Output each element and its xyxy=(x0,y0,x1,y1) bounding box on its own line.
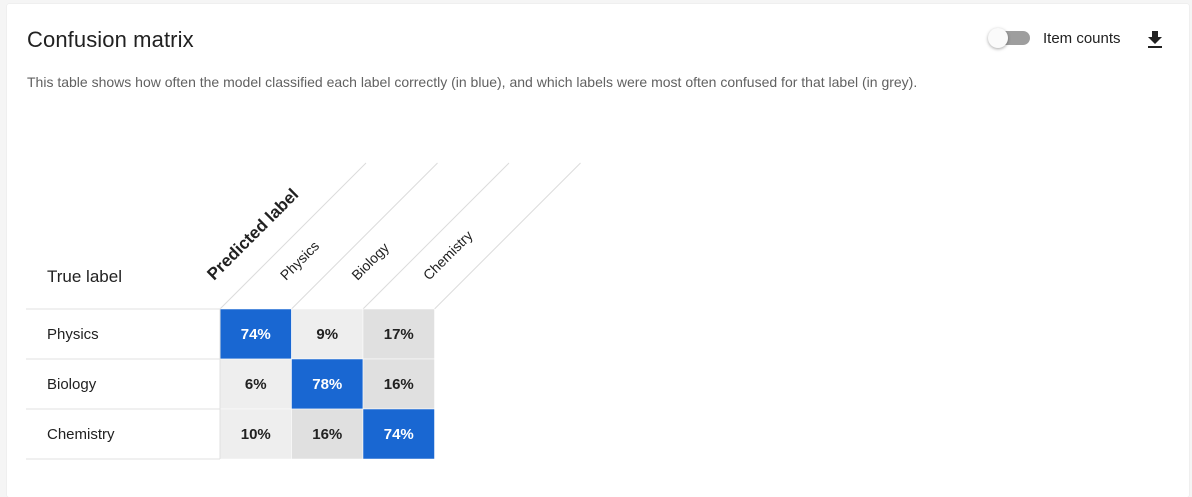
header-diagonal-line xyxy=(219,162,367,310)
row-label: Chemistry xyxy=(47,426,115,443)
row-label: Physics xyxy=(47,326,99,343)
matrix-cell-value: 17% xyxy=(384,326,414,343)
toggle-knob xyxy=(988,28,1008,48)
item-counts-toggle[interactable] xyxy=(988,26,1034,50)
row-label: Biology xyxy=(47,376,97,393)
matrix-cell xyxy=(219,358,292,410)
header-diagonal-line xyxy=(362,162,510,310)
matrix-cell-value: 16% xyxy=(384,376,414,393)
matrix-cell-value: 16% xyxy=(312,426,342,443)
matrix-cell-value: 9% xyxy=(316,326,338,343)
matrix-cell-value: 78% xyxy=(312,376,342,393)
matrix-cell-value: 74% xyxy=(384,426,414,443)
card-description: This table shows how often the model cla… xyxy=(27,74,918,90)
item-counts-label: Item counts xyxy=(1043,30,1121,47)
confusion-matrix-card: Confusion matrix This table shows how of… xyxy=(7,4,1189,497)
matrix-cell xyxy=(291,358,364,410)
download-icon[interactable] xyxy=(1143,28,1167,52)
row-axis-label: True label xyxy=(47,267,122,286)
matrix-cell xyxy=(291,408,364,460)
matrix-cell-value: 6% xyxy=(245,376,267,393)
matrix-cell xyxy=(362,408,435,460)
matrix-cell xyxy=(362,308,435,360)
header-diagonal-line xyxy=(434,162,581,310)
matrix-cell-value: 10% xyxy=(241,426,271,443)
matrix-cell-value: 74% xyxy=(241,326,271,343)
header-diagonal-line xyxy=(291,162,438,310)
column-label: Chemistry xyxy=(420,227,476,283)
card-title: Confusion matrix xyxy=(27,27,194,52)
matrix-cell xyxy=(362,358,435,410)
column-label: Physics xyxy=(277,238,322,283)
matrix-cell xyxy=(219,308,292,360)
matrix-cell xyxy=(291,308,364,360)
